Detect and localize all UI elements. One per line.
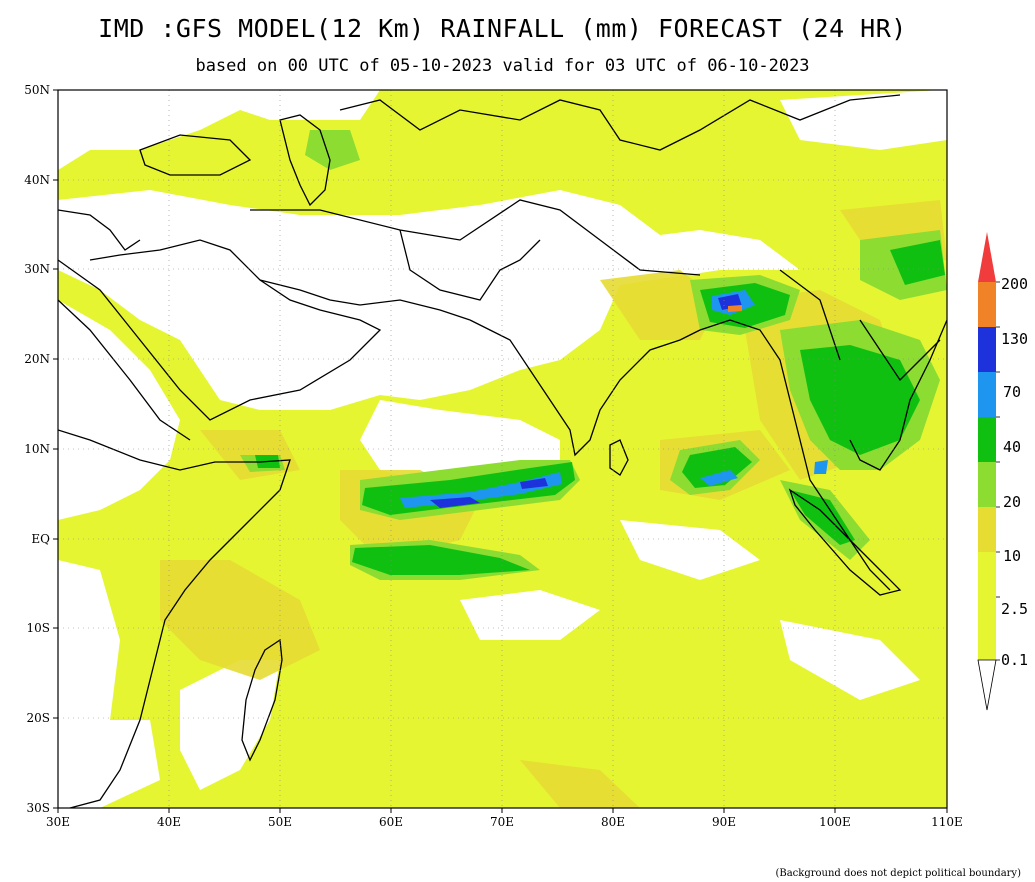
legend-swatch-10	[978, 462, 996, 507]
lon-label: 80E	[601, 815, 625, 829]
lat-label: 40N	[24, 173, 50, 187]
lat-label: 20N	[24, 352, 50, 366]
legend-swatch-200	[978, 232, 996, 282]
legend-swatch-70	[978, 327, 996, 372]
footnote: (Background does not depict political bo…	[775, 868, 1021, 879]
lon-label: 50E	[268, 815, 292, 829]
lat-label: 30S	[27, 801, 51, 815]
legend-swatch-20	[978, 417, 996, 462]
legend-tail	[977, 659, 997, 711]
lat-label: 10S	[27, 621, 51, 635]
legend-swatch-0-1	[978, 597, 996, 660]
rain-field	[58, 90, 947, 808]
lat-label: 50N	[24, 83, 50, 97]
lon-label: 40E	[157, 815, 181, 829]
legend-swatch-40	[978, 372, 996, 417]
lat-label: EQ	[31, 532, 50, 546]
lat-label: 10N	[24, 442, 50, 456]
lon-label: 110E	[931, 815, 963, 829]
map-subtitle: based on 00 UTC of 05-10-2023 valid for …	[195, 56, 810, 76]
legend-label-40: 40	[1003, 438, 1022, 456]
legend-swatch-0-1	[978, 552, 996, 597]
legend-swatch-2-5	[978, 507, 996, 552]
lat-labels: 50N 40N 30N 20N 10N EQ 10S 20S 30S	[24, 83, 50, 815]
rain-130-200-areas	[728, 305, 742, 312]
legend-label-70: 70	[1003, 383, 1022, 401]
legend-label-0-1: 0.1	[1001, 651, 1029, 669]
gridlines	[58, 90, 947, 808]
lon-label: 90E	[712, 815, 736, 829]
map-title: IMD :GFS MODEL(12 Km) RAINFALL (mm) FORE…	[98, 14, 907, 43]
rain-20-40-areas	[255, 240, 945, 575]
lon-label: 70E	[490, 815, 514, 829]
lat-label: 20S	[27, 711, 51, 725]
coastlines	[58, 94, 947, 808]
axis-ticks	[53, 89, 948, 813]
dry-areas	[58, 90, 947, 808]
legend-swatch-130	[978, 282, 996, 327]
legend-label-10: 10	[1003, 547, 1022, 565]
lon-label: 60E	[379, 815, 403, 829]
lon-label: 100E	[819, 815, 851, 829]
legend-colorbar	[977, 232, 1000, 711]
lon-labels: 30E 40E 50E 60E 70E 80E 90E 100E 110E	[46, 815, 963, 829]
lon-label: 30E	[46, 815, 70, 829]
legend-label-20: 20	[1003, 493, 1022, 511]
legend-label-2-5: 2.5	[1001, 600, 1029, 618]
legend-label-130: 130	[1001, 330, 1029, 348]
lat-label: 30N	[24, 262, 50, 276]
legend-label-200: 200	[1001, 275, 1029, 293]
